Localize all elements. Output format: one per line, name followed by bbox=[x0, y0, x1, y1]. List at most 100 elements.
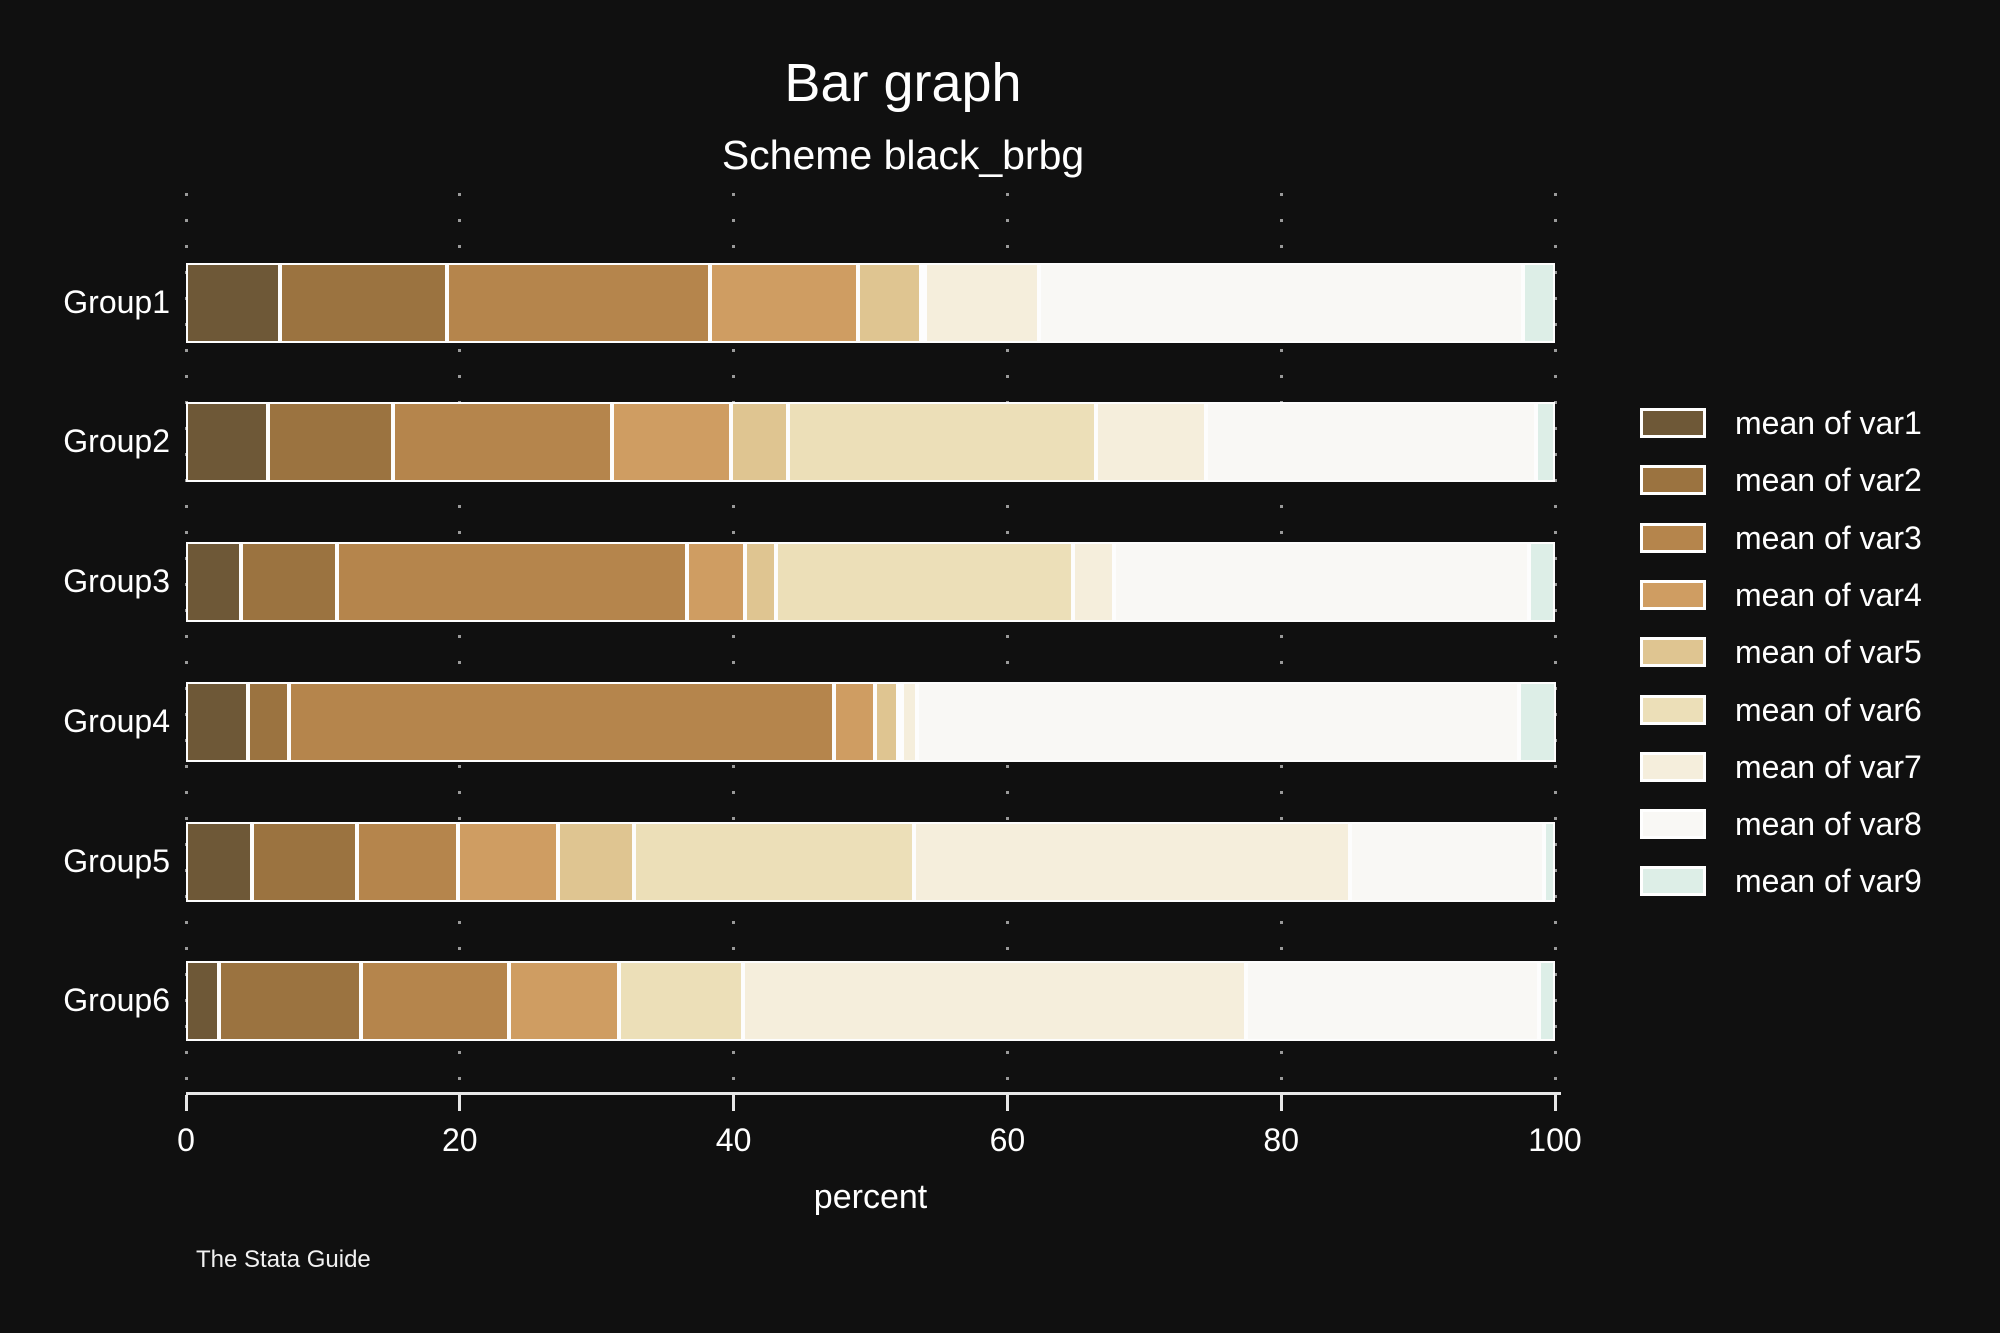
x-tick-label-100: 100 bbox=[1528, 1122, 1582, 1158]
bar-segment-group4-var9 bbox=[1519, 682, 1557, 762]
gridline-80 bbox=[1279, 193, 1283, 1092]
bar-segment-group4-var5 bbox=[874, 682, 898, 762]
y-axis-label-group3: Group3 bbox=[63, 563, 170, 599]
caption-stata-guide: The Stata Guide bbox=[196, 1246, 371, 1273]
gridline-60 bbox=[1005, 193, 1009, 1092]
legend-swatch-var7 bbox=[1640, 752, 1706, 782]
legend-swatch-var8 bbox=[1640, 809, 1706, 839]
bar-row-group2 bbox=[186, 402, 1555, 482]
gridline-100 bbox=[1553, 193, 1557, 1092]
legend-label-var9: mean of var9 bbox=[1735, 863, 1922, 899]
bar-segment-group3-var2 bbox=[240, 542, 337, 622]
bar-segment-group2-var2 bbox=[268, 402, 393, 482]
x-tick-label-80: 80 bbox=[1263, 1122, 1299, 1158]
bar-segment-group6-var4 bbox=[509, 961, 619, 1041]
bar-segment-group4-var4 bbox=[833, 682, 875, 762]
bar-segment-group3-var7 bbox=[1073, 542, 1115, 622]
bar-segment-group3-var6 bbox=[776, 542, 1074, 622]
bar-segment-group6-var1 bbox=[186, 961, 219, 1041]
x-tick-80 bbox=[1279, 1095, 1283, 1111]
gridline-20 bbox=[458, 193, 462, 1092]
bar-segment-group1-var3 bbox=[447, 263, 711, 343]
bar-segment-group5-var5 bbox=[558, 822, 634, 902]
bar-segment-group5-var8 bbox=[1349, 822, 1544, 902]
bar-segment-group1-var2 bbox=[280, 263, 448, 343]
bar-segment-group5-var9 bbox=[1543, 822, 1555, 902]
chart-title: Bar graph bbox=[784, 53, 1022, 113]
legend-swatch-var1 bbox=[1640, 408, 1706, 438]
bar-segment-group1-var5 bbox=[858, 263, 922, 343]
bar-row-group3 bbox=[186, 542, 1555, 622]
gridline-40 bbox=[732, 193, 736, 1092]
bar-segment-group6-var3 bbox=[361, 961, 510, 1041]
bar-segment-group1-var6 bbox=[921, 263, 926, 343]
bar-segment-group1-var1 bbox=[186, 263, 281, 343]
bar-segment-group5-var1 bbox=[186, 822, 252, 902]
bar-segment-group4-var3 bbox=[288, 682, 834, 762]
x-axis-line bbox=[186, 1092, 1561, 1095]
bar-segment-group2-var1 bbox=[186, 402, 269, 482]
legend-label-var7: mean of var7 bbox=[1735, 749, 1922, 785]
legend-swatch-var9 bbox=[1640, 866, 1706, 896]
bar-segment-group5-var2 bbox=[251, 822, 358, 902]
y-axis-label-group1: Group1 bbox=[63, 284, 170, 320]
bar-row-group1 bbox=[186, 263, 1555, 343]
bar-segment-group3-var1 bbox=[186, 542, 241, 622]
bar-segment-group5-var3 bbox=[357, 822, 459, 902]
legend-swatch-var5 bbox=[1640, 637, 1706, 667]
bar-segment-group4-var1 bbox=[186, 682, 248, 762]
x-tick-20 bbox=[458, 1095, 462, 1111]
bar-segment-group3-var3 bbox=[336, 542, 688, 622]
bar-segment-group4-var6 bbox=[897, 682, 902, 762]
legend-swatch-var6 bbox=[1640, 695, 1706, 725]
bar-segment-group4-var2 bbox=[247, 682, 289, 762]
bar-segment-group4-var8 bbox=[916, 682, 1520, 762]
x-tick-label-40: 40 bbox=[715, 1122, 752, 1158]
x-tick-60 bbox=[1005, 1095, 1009, 1111]
x-tick-40 bbox=[732, 1095, 736, 1111]
bar-segment-group1-var7 bbox=[925, 263, 1039, 343]
chart-subtitle: Scheme black_brbg bbox=[721, 132, 1085, 178]
bar-segment-group1-var9 bbox=[1523, 263, 1555, 343]
bar-segment-group6-var8 bbox=[1245, 961, 1539, 1041]
x-tick-label-0: 0 bbox=[177, 1122, 195, 1158]
bar-segment-group5-var6 bbox=[633, 822, 915, 902]
bar-segment-group2-var4 bbox=[611, 402, 731, 482]
bar-segment-group5-var7 bbox=[914, 822, 1350, 902]
bar-segment-group3-var5 bbox=[744, 542, 776, 622]
x-tick-label-60: 60 bbox=[989, 1122, 1026, 1158]
gridline-0 bbox=[184, 193, 188, 1092]
legend-label-var3: mean of var3 bbox=[1735, 520, 1922, 556]
bar-segment-group2-var8 bbox=[1205, 402, 1536, 482]
bar-row-group5 bbox=[186, 822, 1555, 902]
bar-row-group4 bbox=[186, 682, 1557, 762]
bar-segment-group3-var9 bbox=[1528, 542, 1555, 622]
x-tick-0 bbox=[184, 1095, 188, 1111]
bar-segment-group2-var7 bbox=[1096, 402, 1206, 482]
x-axis-title: percent bbox=[813, 1178, 928, 1216]
y-axis-label-group6: Group6 bbox=[63, 982, 170, 1018]
legend-label-var5: mean of var5 bbox=[1735, 634, 1922, 670]
bar-segment-group6-var6 bbox=[618, 961, 744, 1041]
x-tick-label-20: 20 bbox=[442, 1122, 478, 1158]
bar-segment-group3-var4 bbox=[687, 542, 745, 622]
bar-segment-group6-var2 bbox=[218, 961, 362, 1041]
legend-label-var2: mean of var2 bbox=[1735, 462, 1922, 498]
bar-row-group6 bbox=[186, 961, 1555, 1041]
bar-segment-group2-var9 bbox=[1535, 402, 1555, 482]
y-axis-label-group2: Group2 bbox=[63, 423, 170, 459]
bar-segment-group3-var8 bbox=[1114, 542, 1529, 622]
legend-label-var8: mean of var8 bbox=[1735, 806, 1922, 842]
legend-swatch-var3 bbox=[1640, 523, 1706, 553]
bar-segment-group1-var8 bbox=[1038, 263, 1524, 343]
bar-segment-group2-var3 bbox=[392, 402, 612, 482]
y-axis-label-group5: Group5 bbox=[63, 843, 170, 879]
bar-segment-group5-var4 bbox=[458, 822, 559, 902]
bar-segment-group4-var7 bbox=[901, 682, 917, 762]
legend-label-var1: mean of var1 bbox=[1735, 405, 1922, 441]
legend-label-var6: mean of var6 bbox=[1735, 692, 1922, 728]
bar-segment-group2-var5 bbox=[730, 402, 789, 482]
x-tick-100 bbox=[1553, 1095, 1557, 1111]
